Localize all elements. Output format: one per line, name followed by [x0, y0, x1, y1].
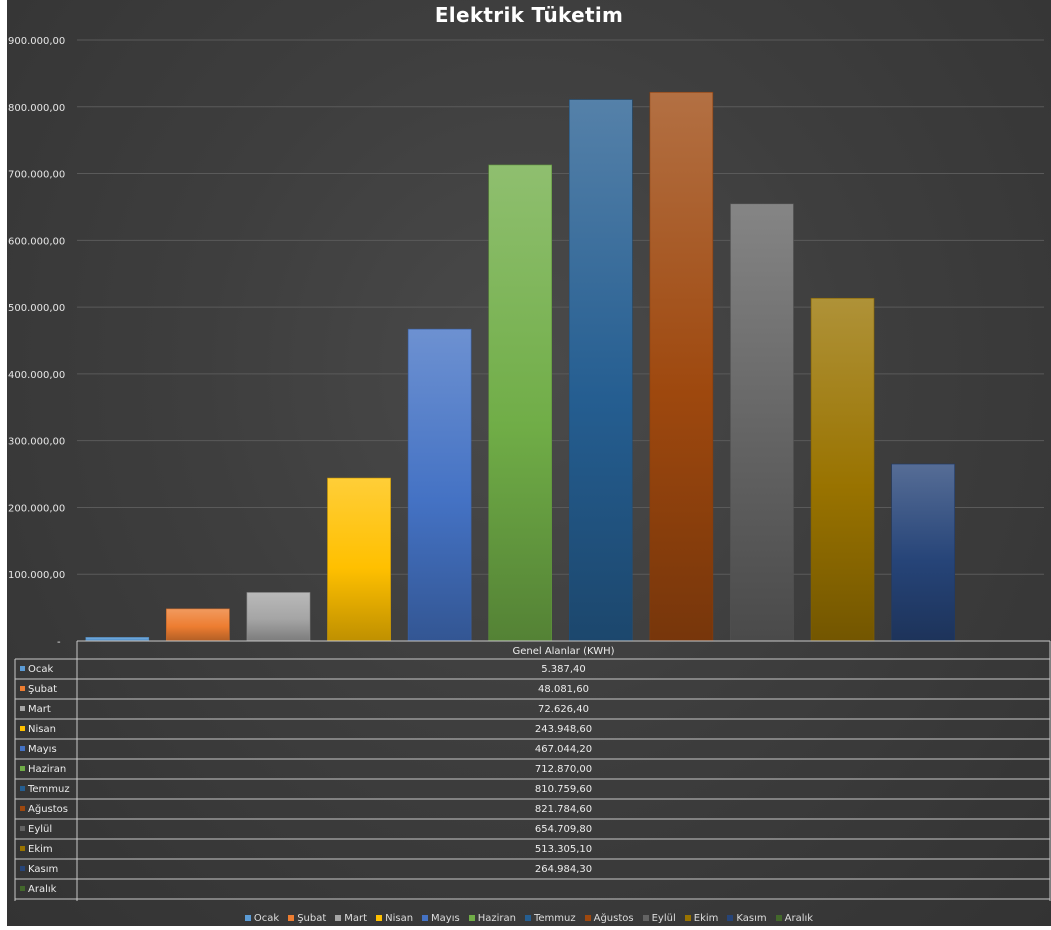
- legend-swatch: [335, 915, 342, 921]
- y-tick-label: 400.000,00: [8, 370, 65, 381]
- legend-label: Mayıs: [431, 912, 460, 924]
- bar-8: [649, 91, 714, 642]
- table-category-label: Kasım: [28, 864, 58, 875]
- table-swatch: [20, 806, 25, 811]
- table-swatch: [20, 746, 25, 751]
- legend-item: Eylül: [642, 912, 676, 924]
- table-category-label: Eylül: [28, 824, 52, 835]
- table-category-label: Ağustos: [28, 803, 68, 815]
- table-value: 5.387,40: [541, 664, 586, 675]
- table-value: 264.984,30: [535, 864, 592, 875]
- legend-label: Ekim: [693, 912, 719, 924]
- legend-swatch: [584, 915, 591, 921]
- legend-item: Haziran: [468, 912, 516, 924]
- table-value: 821.784,60: [535, 804, 592, 815]
- bar-6: [488, 164, 553, 642]
- bar-4: [327, 477, 391, 642]
- legend-label: Ocak: [253, 912, 280, 924]
- table-swatch: [20, 866, 25, 871]
- legend-label: Haziran: [477, 912, 516, 924]
- table-swatch: [20, 846, 25, 851]
- legend-swatch: [775, 915, 782, 921]
- y-tick-label: 900.000,00: [8, 36, 65, 47]
- legend-swatch: [524, 915, 531, 921]
- y-tick-label: 600.000,00: [8, 236, 65, 247]
- legend-label: Kasım: [736, 912, 767, 924]
- table-value: 810.759,60: [535, 784, 592, 795]
- legend-item: Mayıs: [422, 913, 460, 924]
- y-tick-label: 100.000,00: [8, 570, 65, 581]
- legend-item: Şubat: [288, 913, 326, 924]
- table-value: 513.305,10: [535, 844, 592, 855]
- table-value: 243.948,60: [535, 724, 592, 735]
- table-swatch: [20, 726, 25, 731]
- chart-legend: Ocak Şubat Mart Nisan Mayıs Haziran Temmuz Ağus…: [7, 911, 1051, 925]
- chart-title: Elektrik Tüketim: [434, 3, 624, 27]
- legend-label: Şubat: [297, 912, 327, 924]
- y-tick-label: 500.000,00: [8, 303, 65, 314]
- y-tick-label: 700.000,00: [8, 170, 65, 181]
- legend-swatch: [422, 915, 429, 921]
- bar-2: [166, 608, 230, 642]
- legend-label: Eylül: [651, 912, 676, 924]
- table-category-label: Ocak: [28, 664, 53, 675]
- legend-item: Aralık: [775, 912, 814, 924]
- legend-item: Ağustos: [584, 912, 634, 924]
- table-swatch: [20, 786, 25, 791]
- bar-10: [810, 297, 875, 642]
- chart-area: Elektrik Tüketim - 100.000,00 200.000,00 30…: [7, 0, 1051, 926]
- table-swatch: [20, 826, 25, 831]
- legend-item: Ekim: [684, 912, 719, 924]
- table-value: 72.626,40: [538, 704, 589, 715]
- legend-item: Ocak: [244, 912, 280, 924]
- table-swatch: [20, 686, 25, 691]
- table-category-label: Nisan: [28, 724, 56, 735]
- table-value: 48.081,60: [538, 684, 589, 695]
- legend-swatch: [468, 915, 475, 921]
- table-value: 467.044,20: [535, 744, 592, 755]
- y-tick-label: 800.000,00: [8, 103, 65, 114]
- legend-item: Temmuz: [524, 912, 576, 924]
- bar-9: [730, 203, 794, 642]
- y-tick-label: -: [57, 637, 61, 648]
- bar-7: [568, 99, 633, 642]
- legend-item: Kasım: [727, 912, 767, 924]
- table-swatch: [20, 766, 25, 771]
- legend-swatch: [642, 915, 649, 921]
- bar-11: [891, 463, 955, 642]
- legend-label: Temmuz: [533, 912, 576, 924]
- table-header: Genel Alanlar (KWH): [512, 646, 614, 657]
- table-category-label: Mart: [28, 704, 51, 715]
- table-category-label: Temmuz: [27, 784, 70, 795]
- y-tick-label: 300.000,00: [8, 437, 65, 448]
- table-swatch: [20, 706, 25, 711]
- legend-swatch: [288, 915, 295, 921]
- bar-5: [407, 328, 472, 642]
- legend-item: Mart: [335, 913, 367, 924]
- table-value: 654.709,80: [535, 824, 592, 835]
- table-swatch: [20, 666, 25, 671]
- chart-svg: - 100.000,00 200.000,00 300.000,00 400.000,0…: [8, 36, 1051, 901]
- table-swatch: [20, 886, 25, 891]
- table-value: 712.870,00: [535, 764, 592, 775]
- legend-swatch: [684, 915, 691, 921]
- legend-swatch: [376, 915, 383, 921]
- bar-1: [85, 637, 150, 642]
- bar-3: [246, 592, 311, 642]
- table-category-label: Aralık: [28, 884, 57, 895]
- legend-swatch: [244, 915, 251, 921]
- legend-label: Ağustos: [593, 912, 634, 924]
- legend-swatch: [727, 915, 734, 921]
- legend-label: Nisan: [385, 912, 414, 924]
- legend-item: Nisan: [376, 913, 413, 924]
- table-category-label: Mayıs: [28, 744, 57, 755]
- table-category-label: Ekim: [28, 844, 53, 855]
- y-tick-label: 200.000,00: [8, 503, 65, 514]
- table-category-label: Haziran: [28, 764, 66, 775]
- legend-label: Aralık: [784, 912, 814, 924]
- table-category-label: Şubat: [28, 684, 57, 695]
- legend-label: Mart: [344, 912, 368, 924]
